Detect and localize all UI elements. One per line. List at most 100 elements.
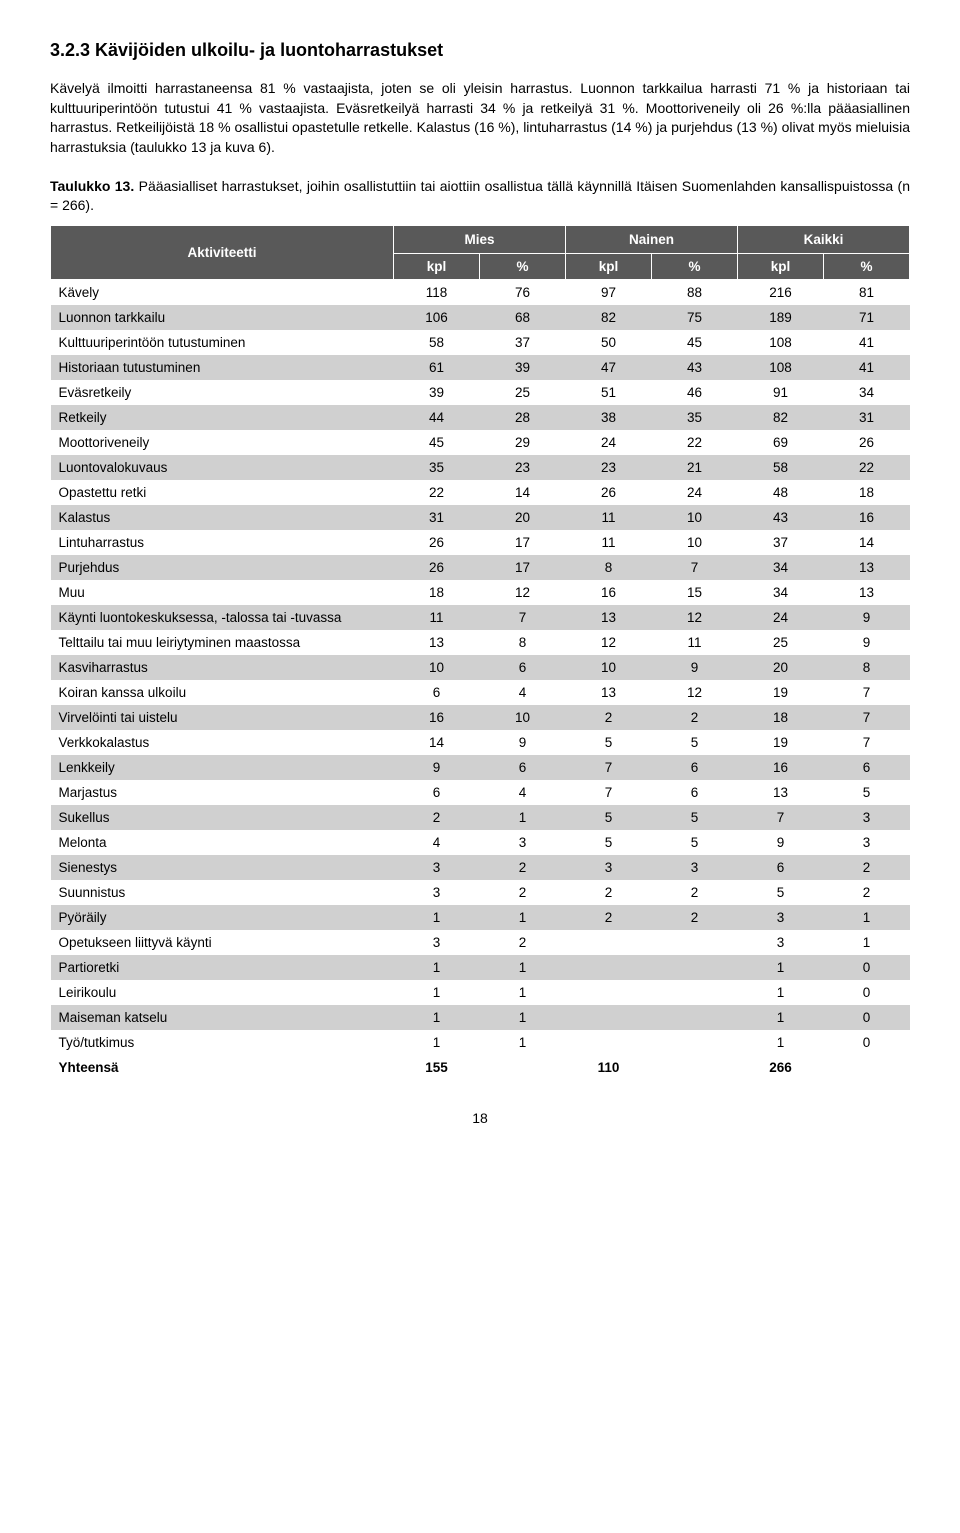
row-value: 9 bbox=[738, 830, 824, 855]
row-value: 44 bbox=[394, 405, 480, 430]
row-value: 17 bbox=[480, 530, 566, 555]
row-value: 1 bbox=[480, 805, 566, 830]
row-value: 58 bbox=[394, 330, 480, 355]
row-value bbox=[652, 980, 738, 1005]
row-value: 6 bbox=[480, 755, 566, 780]
row-value: 7 bbox=[480, 605, 566, 630]
row-value bbox=[652, 1030, 738, 1055]
row-value: 12 bbox=[652, 605, 738, 630]
row-label: Retkeily bbox=[51, 405, 394, 430]
row-value: 1 bbox=[738, 980, 824, 1005]
row-label: Opastettu retki bbox=[51, 480, 394, 505]
row-value: 13 bbox=[738, 780, 824, 805]
row-value: 37 bbox=[738, 530, 824, 555]
row-value: 14 bbox=[394, 730, 480, 755]
row-value: 3 bbox=[824, 830, 910, 855]
intro-paragraph: Kävelyä ilmoitti harrastaneensa 81 % vas… bbox=[50, 79, 910, 157]
table-row: Eväsretkeily392551469134 bbox=[51, 380, 910, 405]
row-label: Luonnon tarkkailu bbox=[51, 305, 394, 330]
row-value: 7 bbox=[824, 730, 910, 755]
row-value: 1 bbox=[738, 955, 824, 980]
row-value: 20 bbox=[480, 505, 566, 530]
row-label: Virvelöinti tai uistelu bbox=[51, 705, 394, 730]
row-value: 216 bbox=[738, 280, 824, 306]
col-all: Kaikki bbox=[738, 226, 910, 254]
row-value: 0 bbox=[824, 955, 910, 980]
row-value: 82 bbox=[738, 405, 824, 430]
row-value: 22 bbox=[394, 480, 480, 505]
row-value: 11 bbox=[566, 505, 652, 530]
row-label: Muu bbox=[51, 580, 394, 605]
row-value: 5 bbox=[566, 830, 652, 855]
row-value: 13 bbox=[566, 605, 652, 630]
table-row: Luontovalokuvaus352323215822 bbox=[51, 455, 910, 480]
row-value: 106 bbox=[394, 305, 480, 330]
row-value: 20 bbox=[738, 655, 824, 680]
table-row: Lenkkeily9676166 bbox=[51, 755, 910, 780]
table-row: Kävely11876978821681 bbox=[51, 280, 910, 306]
row-value: 3 bbox=[394, 880, 480, 905]
row-value: 11 bbox=[652, 630, 738, 655]
row-value: 41 bbox=[824, 355, 910, 380]
row-value: 9 bbox=[394, 755, 480, 780]
row-value: 2 bbox=[480, 930, 566, 955]
row-value: 26 bbox=[394, 530, 480, 555]
row-value: 26 bbox=[394, 555, 480, 580]
row-value: 35 bbox=[652, 405, 738, 430]
row-value: 10 bbox=[566, 655, 652, 680]
row-value: 19 bbox=[738, 730, 824, 755]
row-value: 1 bbox=[394, 980, 480, 1005]
col-man: Mies bbox=[394, 226, 566, 254]
table-caption-text: Pääasialliset harrastukset, joihin osall… bbox=[50, 178, 910, 213]
table-row: Opastettu retki221426244818 bbox=[51, 480, 910, 505]
row-value: 10 bbox=[480, 705, 566, 730]
row-value: 0 bbox=[824, 1005, 910, 1030]
table-row: Partioretki1110 bbox=[51, 955, 910, 980]
activities-table: Aktiviteetti Mies Nainen Kaikki kpl % kp… bbox=[50, 225, 910, 1080]
row-value: 97 bbox=[566, 280, 652, 306]
row-value: 34 bbox=[824, 380, 910, 405]
row-value: 14 bbox=[824, 530, 910, 555]
row-value: 10 bbox=[394, 655, 480, 680]
row-value: 16 bbox=[738, 755, 824, 780]
row-value: 4 bbox=[480, 780, 566, 805]
row-value: 24 bbox=[652, 480, 738, 505]
row-value: 22 bbox=[652, 430, 738, 455]
table-caption: Taulukko 13. Pääasialliset harrastukset,… bbox=[50, 177, 910, 215]
row-value: 69 bbox=[738, 430, 824, 455]
row-value: 3 bbox=[566, 855, 652, 880]
row-value: 50 bbox=[566, 330, 652, 355]
row-label: Sienestys bbox=[51, 855, 394, 880]
row-value: 118 bbox=[394, 280, 480, 306]
row-value: 1 bbox=[394, 1005, 480, 1030]
table-row: Kasviharrastus106109208 bbox=[51, 655, 910, 680]
row-value: 2 bbox=[652, 880, 738, 905]
table-row: Työ/tutkimus1110 bbox=[51, 1030, 910, 1055]
row-value: 1 bbox=[824, 905, 910, 930]
row-value: 1 bbox=[738, 1005, 824, 1030]
row-value: 82 bbox=[566, 305, 652, 330]
table-row: Verkkokalastus14955197 bbox=[51, 730, 910, 755]
row-value: 17 bbox=[480, 555, 566, 580]
row-value: 5 bbox=[566, 730, 652, 755]
row-label: Verkkokalastus bbox=[51, 730, 394, 755]
row-value: 2 bbox=[566, 905, 652, 930]
row-value: 51 bbox=[566, 380, 652, 405]
row-label: Kasviharrastus bbox=[51, 655, 394, 680]
row-value: 7 bbox=[566, 780, 652, 805]
row-value: 5 bbox=[824, 780, 910, 805]
row-value: 6 bbox=[652, 780, 738, 805]
row-label: Opetukseen liittyvä käynti bbox=[51, 930, 394, 955]
row-value: 7 bbox=[824, 705, 910, 730]
table-total-row: Yhteensä155110266 bbox=[51, 1055, 910, 1080]
row-value: 35 bbox=[394, 455, 480, 480]
table-row: Moottoriveneily452924226926 bbox=[51, 430, 910, 455]
row-value: 1 bbox=[480, 1005, 566, 1030]
row-value: 11 bbox=[566, 530, 652, 555]
row-value bbox=[566, 930, 652, 955]
row-label: Leirikoulu bbox=[51, 980, 394, 1005]
row-value: 9 bbox=[652, 655, 738, 680]
row-value: 16 bbox=[824, 505, 910, 530]
row-value: 2 bbox=[652, 905, 738, 930]
table-row: Muu181216153413 bbox=[51, 580, 910, 605]
